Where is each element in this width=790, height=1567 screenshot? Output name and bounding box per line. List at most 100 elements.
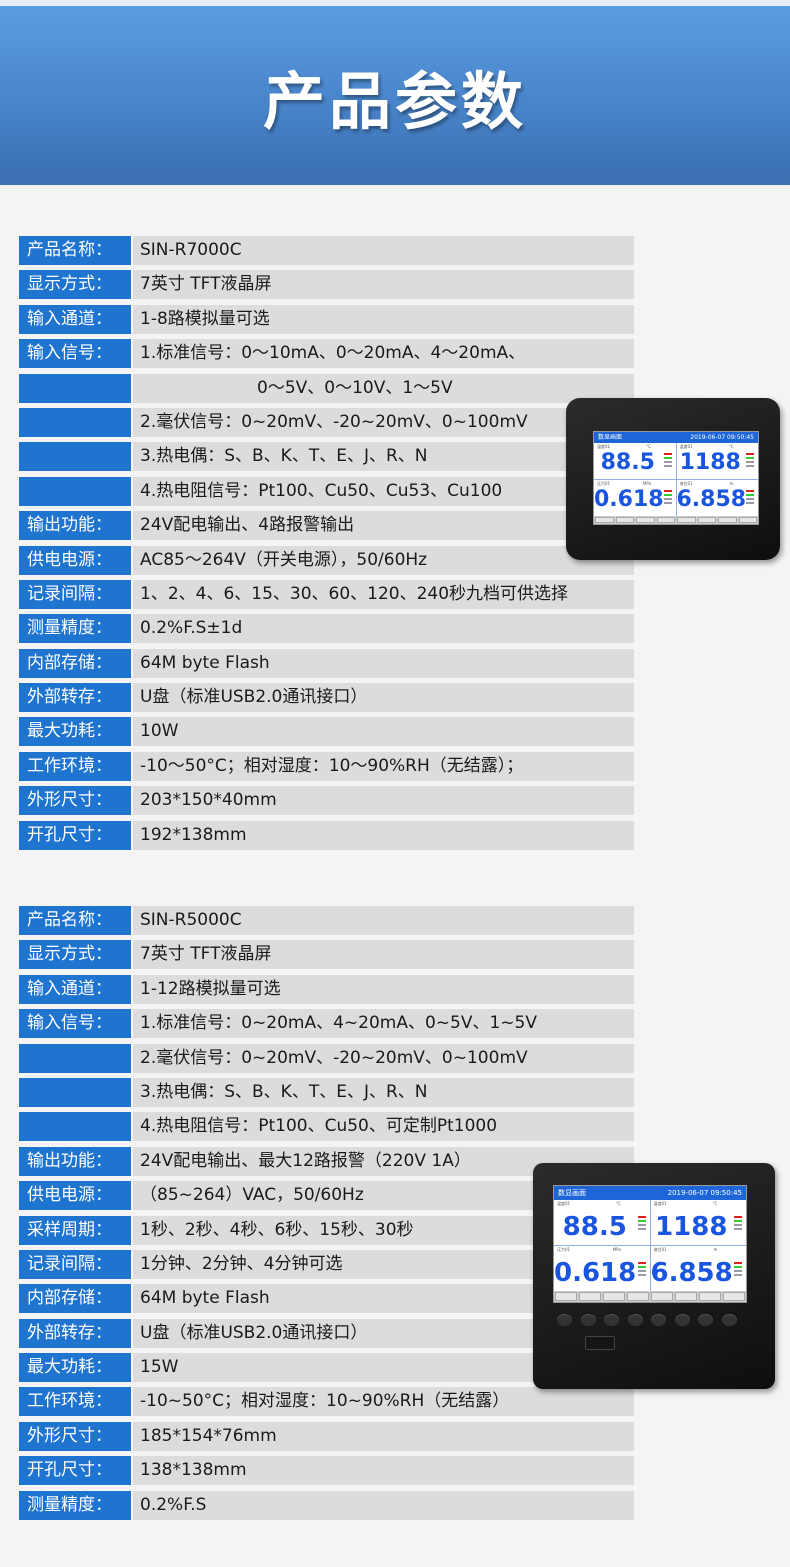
spec-label: 外形尺寸： [19, 1421, 131, 1451]
softkey [595, 517, 614, 523]
spec-value: 2.毫伏信号：0~20mV、-20~20mV、0~100mV [133, 407, 634, 437]
channel-cell: 温度01 °C 1188 [650, 1200, 746, 1245]
spec-label: 测量精度： [19, 1490, 131, 1520]
device-image-r5000c: 数显画面 2019-06-07 09:50:45 温度01 °C 88.5 温度01 °C 1… [533, 1163, 775, 1389]
channel-unit: °C [646, 444, 652, 449]
spec-value: 24V配电输出、4路报警输出 [133, 511, 634, 541]
spec-value: -10～50°C；相对湿度：10～90%RH（无结露）； [133, 751, 634, 781]
spec-row: 外形尺寸： 185*154*76mm [19, 1421, 634, 1451]
spec-value: 0.2%F.S [133, 1490, 634, 1520]
spec-row: 内部存储： 64M byte Flash [19, 648, 634, 678]
spec-value: 2.毫伏信号：0~20mV、-20~20mV、0~100mV [133, 1043, 634, 1073]
alarm-bars-icon [663, 490, 672, 504]
channel-cell: 温度01 °C 88.5 [594, 443, 676, 479]
spec-row: 开孔尺寸： 192*138mm [19, 820, 634, 850]
softkey [555, 1292, 577, 1301]
spec-label: 工作环境： [19, 751, 131, 781]
softkey [636, 517, 655, 523]
spec-value: 203*150*40mm [133, 786, 634, 816]
spec-label: 输出功能： [19, 511, 131, 541]
channel-unit: MPa [642, 481, 652, 486]
spec-table-r7000c: 产品名称： SIN-R7000C 显示方式： 7英寸 TFT液晶屏 输入通道： 1-8路模… [19, 236, 634, 855]
spec-label [19, 373, 131, 403]
channel-unit: °C [728, 444, 734, 449]
spec-label [19, 1043, 131, 1073]
device-image-r7000c: 数显画面 2019-06-07 09:50:45 温度01 °C 88.5 温度01 °C 1… [566, 398, 780, 560]
spec-label [19, 442, 131, 472]
spec-row: 测量精度： 0.2%F.S [19, 1490, 634, 1520]
spec-row: 输入通道： 1-8路模拟量可选 [19, 304, 634, 334]
channel-cell: 液位01 m 6.858 [650, 1246, 746, 1291]
device-keys [557, 1314, 737, 1326]
spec-row: 输入通道： 1-12路模拟量可选 [19, 974, 634, 1004]
spec-row: 记录间隔： 1、2、4、6、15、30、60、120、240秒九档可供选择 [19, 579, 634, 609]
spec-row: 4.热电阻信号：Pt100、Cu50、Cu53、Cu100 [19, 476, 634, 506]
usb-port-icon [585, 1336, 615, 1350]
spec-value: 1、2、4、6、15、30、60、120、240秒九档可供选择 [133, 579, 634, 609]
softkey [579, 1292, 601, 1301]
channel-value: 0.618 [594, 487, 664, 512]
softkey [699, 1292, 721, 1301]
spec-label [19, 1112, 131, 1142]
spec-value: 3.热电偶：S、B、K、T、E、J、R、N [133, 442, 634, 472]
screen-datetime: 2019-06-07 09:50:45 [690, 434, 754, 441]
spec-row: 最大功耗： 10W [19, 717, 634, 747]
alarm-bars-icon [746, 453, 754, 467]
spec-label: 外部转存： [19, 1318, 131, 1348]
spec-label: 外部转存： [19, 683, 131, 713]
spec-label [19, 1077, 131, 1107]
channel-name: 液位01 [653, 1247, 667, 1252]
spec-value: 64M byte Flash [133, 648, 634, 678]
spec-label: 开孔尺寸： [19, 1456, 131, 1486]
screen-title: 数显画面 [558, 1189, 586, 1197]
channel-value: 0.618 [554, 1258, 637, 1288]
channel-name: 压力01 [597, 481, 611, 486]
channel-value: 6.858 [676, 487, 747, 512]
spec-value: 1.标准信号：0~20mA、4~20mA、0~5V、1~5V [133, 1009, 634, 1039]
channel-value: 1188 [679, 450, 741, 475]
device-screen: 数显画面 2019-06-07 09:50:45 温度01 °C 88.5 温度01 °C 1… [553, 1185, 747, 1303]
spec-row: 显示方式： 7英寸 TFT液晶屏 [19, 940, 634, 970]
spec-value: AC85～264V（开关电源），50/60Hz [133, 545, 634, 575]
spec-label: 最大功耗： [19, 1353, 131, 1383]
page-title: 产品参数 [262, 64, 527, 138]
softkey [615, 517, 634, 523]
spec-row: 内部存储： 64M byte Flash [19, 1284, 634, 1314]
channel-name: 压力01 [557, 1247, 571, 1252]
spec-value: 185*154*76mm [133, 1421, 634, 1451]
softkey [651, 1292, 673, 1301]
spec-value: SIN-R5000C [133, 906, 634, 935]
spec-row: 输入信号： 1.标准信号：0～10mA、0～20mA、4～20mA、 [19, 339, 634, 369]
spec-label: 记录间隔： [19, 579, 131, 609]
softkey [627, 1292, 649, 1301]
softkey [656, 517, 675, 523]
channel-unit: °C [712, 1201, 718, 1206]
channel-unit: °C [616, 1201, 621, 1206]
spec-label: 内部存储： [19, 1284, 131, 1314]
channel-name: 温度01 [653, 1201, 667, 1206]
channel-cell: 温度01 °C 1188 [676, 443, 758, 479]
spec-label: 产品名称： [19, 906, 131, 935]
spec-label: 采样周期： [19, 1215, 131, 1245]
spec-row: 供电电源： AC85～264V（开关电源），50/60Hz [19, 545, 634, 575]
spec-value: 3.热电偶：S、B、K、T、E、J、R、N [133, 1077, 634, 1107]
spec-label: 最大功耗： [19, 717, 131, 747]
softkey [723, 1292, 745, 1301]
spec-row: 外形尺寸： 203*150*40mm [19, 786, 634, 816]
spec-row: 工作环境： -10～50°C；相对湿度：10～90%RH（无结露）； [19, 751, 634, 781]
channel-value: 88.5 [562, 1212, 627, 1242]
spec-value: 192*138mm [133, 820, 634, 850]
spec-label: 测量精度： [19, 614, 131, 644]
softkey [675, 1292, 697, 1301]
spec-value: 1.标准信号：0～10mA、0～20mA、4～20mA、 [133, 339, 634, 369]
spec-row: 3.热电偶：S、B、K、T、E、J、R、N [19, 1077, 634, 1107]
channel-value: 6.858 [650, 1258, 733, 1288]
spec-label: 输入通道： [19, 974, 131, 1004]
alarm-bars-icon [734, 1216, 742, 1230]
spec-label: 供电电源： [19, 545, 131, 575]
spec-row: 外部转存： U盘（标准USB2.0通讯接口） [19, 683, 634, 713]
spec-value: 10W [133, 717, 634, 747]
softkey [603, 1292, 625, 1301]
alarm-bars-icon [734, 1262, 742, 1276]
spec-row: 0～5V、0～10V、1～5V [19, 373, 634, 403]
